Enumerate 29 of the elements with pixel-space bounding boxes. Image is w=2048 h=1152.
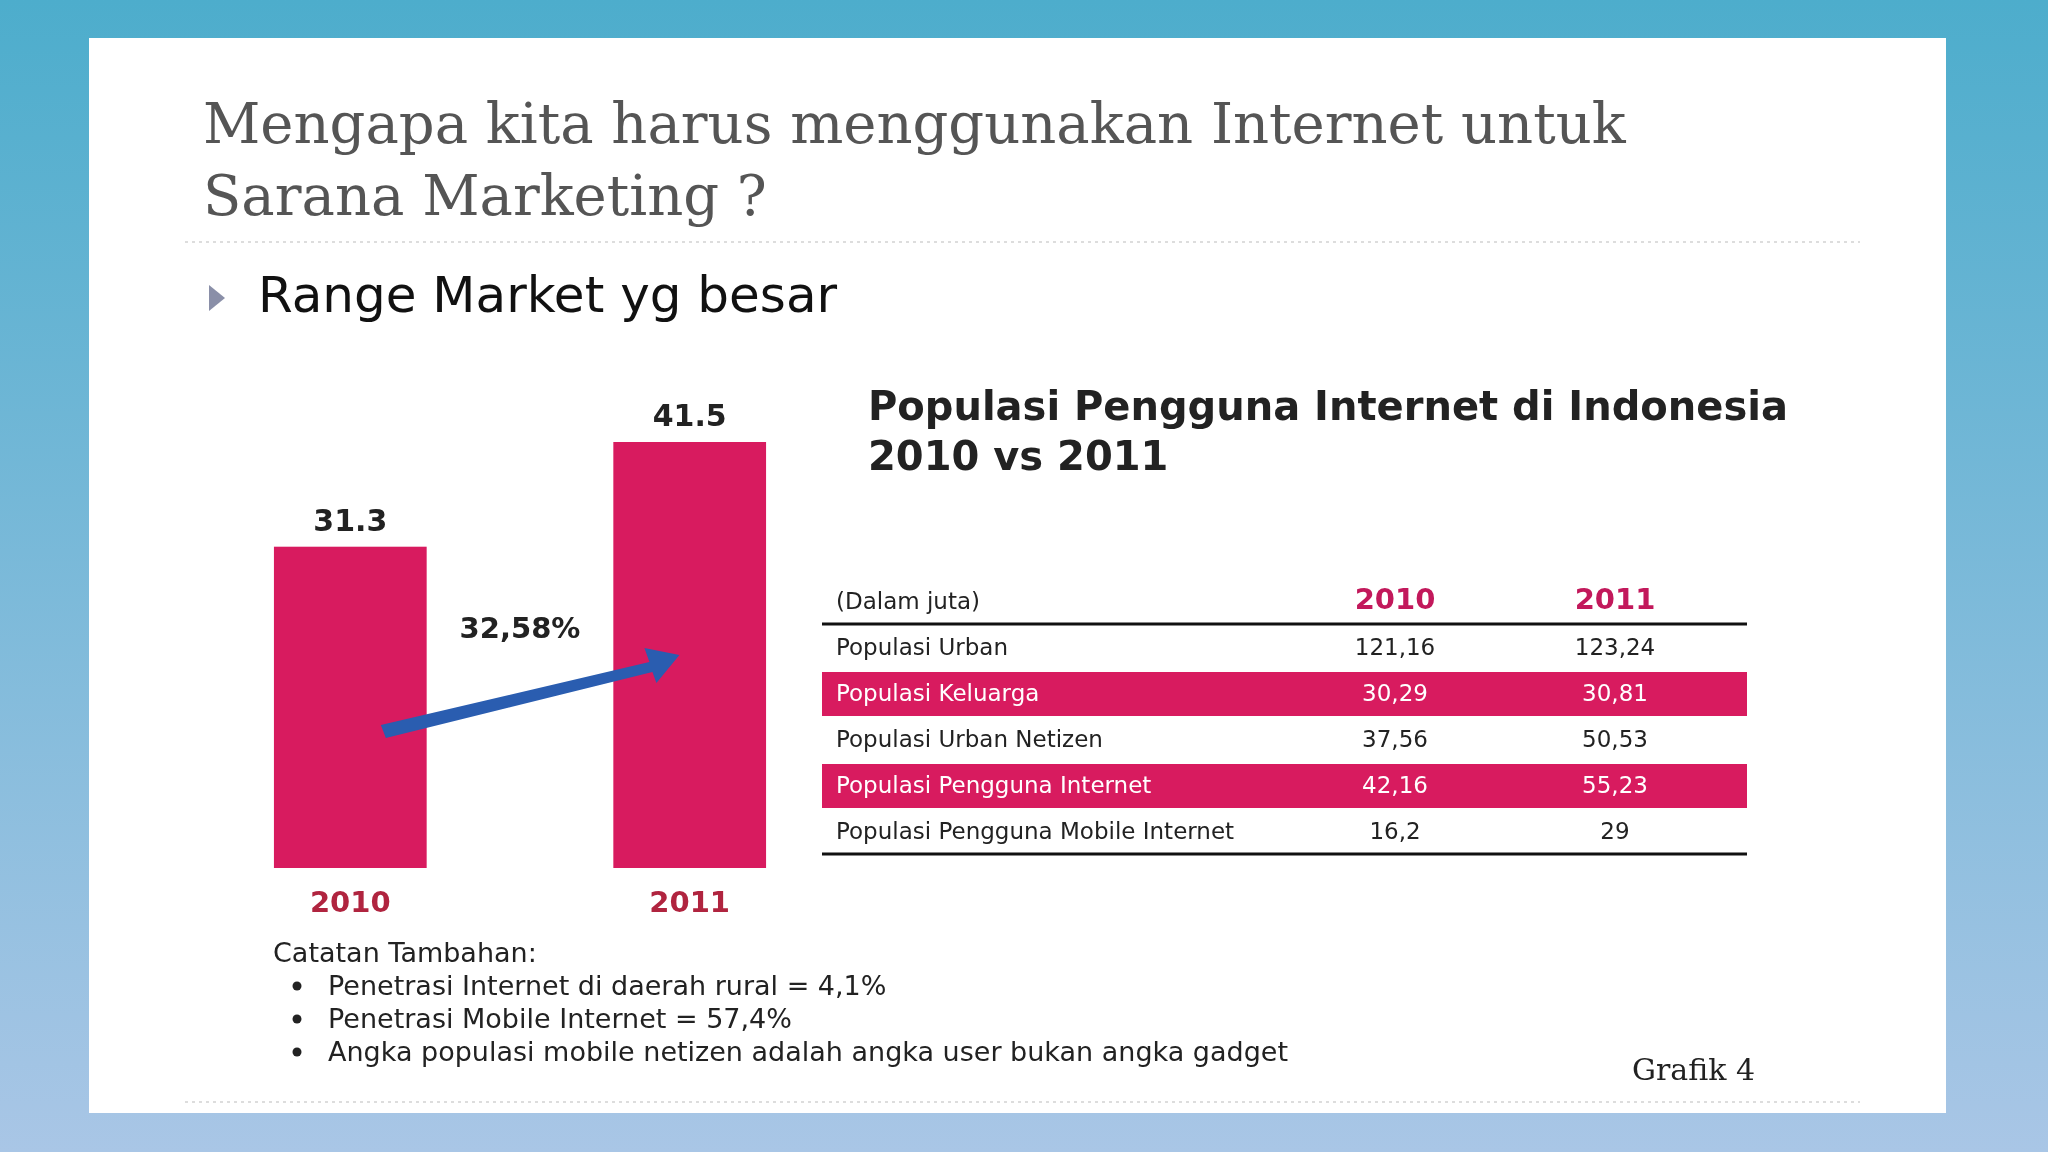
text: 30,81: [1582, 680, 1648, 706]
text: Angka populasi mobile netizen adalah angka user bukan angka gadget: [328, 1036, 1288, 1067]
text: (Dalam juta): [836, 588, 981, 614]
text: 30,29: [1362, 680, 1428, 706]
data-label: 31.3: [313, 502, 388, 538]
text: 55,23: [1582, 772, 1648, 798]
chart-subtitle: Range Market yg besar: [258, 266, 838, 324]
data-label: 41.5: [652, 398, 727, 433]
annotation: 32,58%: [459, 611, 581, 645]
category-label: 2011: [1574, 582, 1656, 616]
text: 16,2: [1369, 818, 1421, 844]
text: 29: [1600, 818, 1630, 844]
text: 50,53: [1582, 726, 1648, 752]
chart-title: Mengapa kita harus menggunakan Internet untuk Sarana Marketing ?: [203, 91, 1627, 228]
category-label: Populasi Pengguna Internet: [836, 772, 1152, 798]
text: 37,56: [1362, 726, 1428, 752]
text: 42,16: [1362, 772, 1428, 798]
text: 123,24: [1574, 634, 1656, 660]
category-label: Populasi Urban Netizen: [836, 726, 1103, 752]
text: Grafik 4: [1631, 1052, 1755, 1087]
text: Populasi Pengguna Internet di Indonesia 2010 vs 2011: [868, 383, 1788, 479]
text: 121,16: [1354, 634, 1436, 660]
text: Penetrasi Internet di daerah rural = 4,1%: [328, 970, 887, 1001]
category-label: Populasi Urban: [836, 634, 1009, 660]
category-label: 2010: [1354, 582, 1436, 616]
text: Penetrasi Mobile Internet = 57,4%: [328, 1003, 792, 1034]
category-label: Populasi Pengguna Mobile Internet: [836, 818, 1235, 844]
category-label: Populasi Keluarga: [836, 680, 1040, 706]
text: Catatan Tambahan:: [273, 937, 537, 968]
